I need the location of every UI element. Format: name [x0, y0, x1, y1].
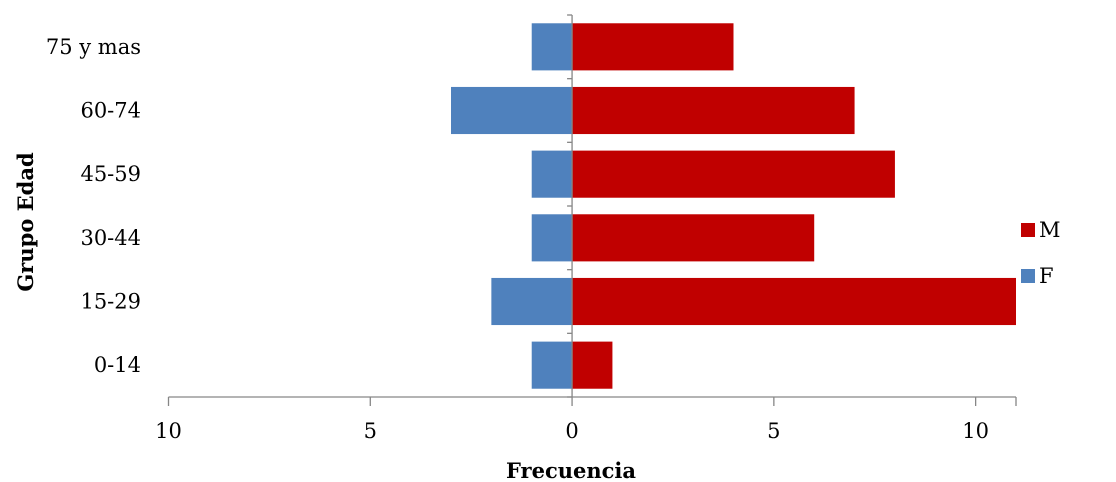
bar-M-60-74 [572, 86, 855, 135]
legend-label-F: F [1039, 264, 1054, 288]
bar-M-30-44 [572, 214, 815, 262]
legend-swatch-M [1021, 223, 1035, 237]
x-ticks [167, 397, 1017, 406]
y-axis [567, 14, 573, 398]
x-tick-label: 10 [155, 419, 182, 443]
legend-swatch-F [1021, 269, 1035, 283]
bar-M-45-59 [572, 150, 895, 198]
bar-F-15-29 [491, 277, 573, 326]
y-tick-label: 30-44 [80, 226, 141, 250]
x-axis-title: Frecuencia [506, 458, 636, 482]
bar-M-75 y mas [572, 23, 734, 71]
bar-F-0-14 [531, 341, 573, 389]
bar-F-45-59 [531, 150, 573, 198]
x-tick-label: 5 [364, 419, 377, 443]
legend-label-M: M [1039, 218, 1061, 242]
bar-F-75 y mas [531, 23, 573, 71]
bar-M-15-29 [572, 277, 1016, 326]
y-tick-label: 75 y mas [46, 35, 141, 59]
x-tick-labels: 10 5 0 5 10 [155, 419, 989, 443]
bar-F-60-74 [451, 86, 573, 135]
y-tick-label: 15-29 [80, 290, 141, 314]
y-tick-label: 60-74 [80, 99, 141, 123]
x-axis [167, 396, 1017, 406]
x-tick-label: 0 [565, 419, 578, 443]
y-tick-labels: 0-14 15-29 30-44 45-59 60-74 75 y mas [46, 35, 141, 377]
bars-group [451, 23, 1016, 389]
bar-F-30-44 [531, 214, 573, 262]
bar-M-0-14 [572, 341, 613, 389]
y-axis-title: Grupo Edad [13, 152, 38, 292]
legend: MF [1021, 218, 1061, 288]
y-tick-label: 45-59 [80, 162, 141, 186]
x-tick-label: 10 [962, 419, 989, 443]
y-ticks [567, 14, 573, 398]
y-tick-label: 0-14 [94, 353, 141, 377]
x-tick-label: 5 [767, 419, 780, 443]
